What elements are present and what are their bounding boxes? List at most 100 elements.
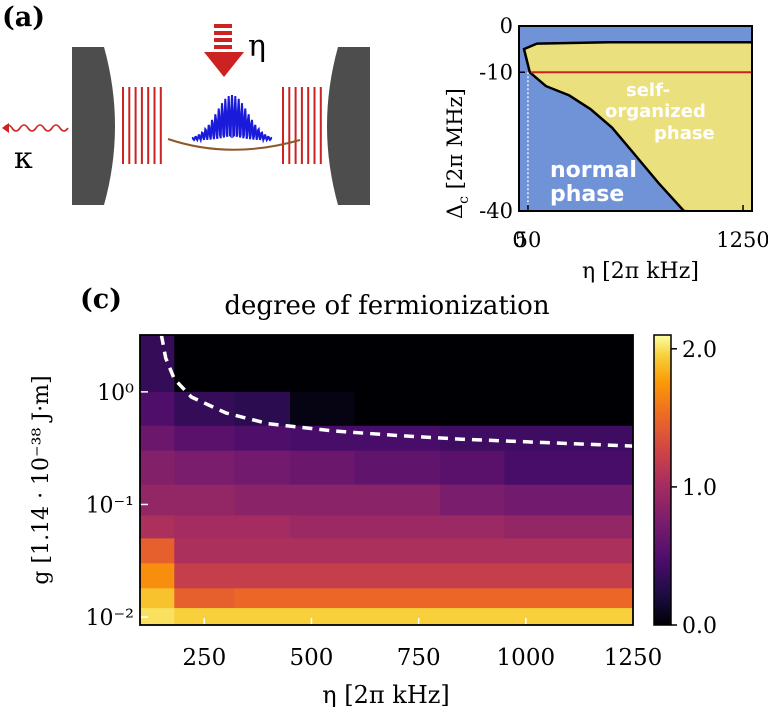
heatmap-cell [234,391,291,427]
heatmap-cell [440,608,505,625]
cavity-loss-icon [3,124,69,132]
heatmap-cell [504,608,633,625]
x-tick-label: 1000 [497,645,556,671]
heatmap-cell [440,484,505,516]
panel-a: (a) η κ [2,2,370,205]
heatmap-cell [140,425,175,452]
heatmap-cell [354,391,441,427]
trap-potential-icon [167,138,301,151]
panel-b: self- organized phase normal phase 050 12… [443,14,768,284]
x-tick-label: 0 [512,228,525,252]
self-organized-phase-region [522,40,752,211]
heatmap-cell [290,391,355,427]
y-tick-label: -40 [479,199,513,223]
heatmap-cell [504,335,633,393]
heatmap-cells [140,335,633,625]
heatmap-cell [140,538,175,564]
heatmap-cell [174,391,235,427]
heatmap-cell [234,588,291,609]
heatmap-cell [440,563,505,589]
pump-symbol: η [248,29,266,64]
heatmap-cell [290,335,355,393]
normal-phase-label-line2: phase [550,182,624,207]
heatmap-cell [174,588,235,609]
panel-b-x-axis-label: η [2π kHz] [582,259,699,284]
heatmap-cell [504,391,633,427]
heatmap-cell [290,608,355,625]
heatmap-cell [174,563,235,589]
x-tick-label: 750 [397,645,441,671]
colorbar-tick-label: 2.0 [682,338,717,363]
colorbar-tick-label: 0.0 [682,614,717,639]
heatmap-cell [234,538,291,564]
panel-c-y-axis-label: g [1.14 · 10⁻³⁸ J·m] [29,375,54,584]
heatmap-cell [290,588,355,609]
heatmap-cell [174,484,235,516]
normal-phase-label-line1: normal [550,158,637,183]
heatmap-cell [234,515,291,539]
heatmap-cell [234,450,291,486]
y-tick-label: 0 [500,14,513,38]
heatmap-cell [174,538,235,564]
heatmap-cell [354,538,441,564]
fermionization-boundary-curve [159,335,633,448]
x-tick-label: 500 [290,645,334,671]
x-tick-label: 1250 [716,228,768,252]
x-tick-label: 50 [515,228,542,252]
panel-c-axes: 250 500 750 1000 1250 10⁰ 10⁻¹ 10⁻² [86,381,663,671]
heatmap-cell [504,538,633,564]
heatmap-cell [440,515,505,539]
heatmap-cell [140,608,175,625]
heatmap-cell [290,538,355,564]
heatmap-cell [440,391,505,427]
y-tick-label: -10 [479,60,513,84]
heatmap-cell [440,450,505,486]
colorbar-ticks: 2.0 1.0 0.0 [671,338,717,639]
heatmap-cell [140,450,175,486]
self-organized-label-line1: self- [626,80,670,101]
right-mirror-icon [327,47,370,205]
heatmap-cell [234,335,291,393]
heatmap-cell [140,515,175,539]
self-organized-label-line3: phase [654,123,715,144]
heatmap-cell [234,608,291,625]
panel-b-frame [518,25,753,212]
heatmap-cell [354,588,441,609]
heatmap-cell [354,563,441,589]
heatmap-cell [290,515,355,539]
heatmap-cell [504,515,633,539]
heatmap-cell [174,608,235,625]
panel-c-frame [139,334,634,626]
panel-c-title: degree of fermionization [224,291,549,321]
heatmap-cell [290,450,355,486]
heatmap-cell [354,450,441,486]
heatmap-cell [174,425,235,452]
heatmap-cell [354,608,441,625]
y-tick-label: 10⁰ [97,381,134,406]
heatmap-cell [140,563,175,589]
heatmap-cell [140,484,175,516]
colorbar [653,334,672,626]
self-organized-label-line2: organized [605,101,706,122]
heatmap-cell [504,450,633,486]
heatmap-cell [504,425,633,452]
heatmap-cell [234,425,291,452]
heatmap-cell [140,391,175,427]
heatmap-cell [140,335,175,393]
heatmap-cell [234,484,291,516]
panel-c-x-axis-label: η [2π kHz] [322,681,450,707]
atom-cloud-icon [191,94,273,144]
colorbar-tick-label: 1.0 [682,476,717,501]
heatmap-cell [354,484,441,516]
panel-c: (c) degree of fermionization 250 500 750 10… [29,284,717,707]
y-tick-label: 10⁻² [86,606,134,631]
heatmap-cell [354,335,441,393]
panel-a-label: (a) [2,2,45,33]
heatmap-cell [504,484,633,516]
cavity-loss-arrowhead-icon [2,123,9,133]
heatmap-cell [290,484,355,516]
heatmap-cell [504,588,633,609]
heatmap-cell [440,335,505,393]
